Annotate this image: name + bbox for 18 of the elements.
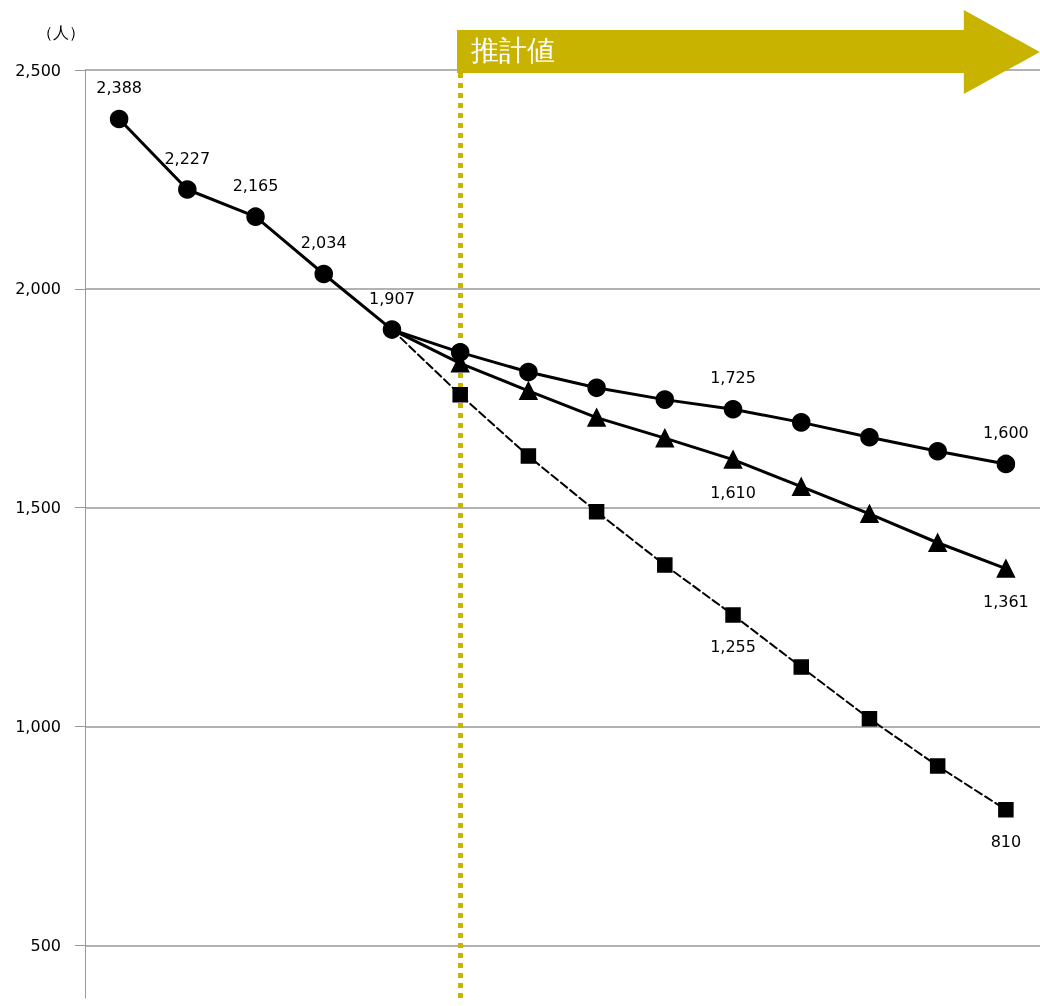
data-label: 2,388 (96, 78, 143, 98)
y-tick-label: 2,500 (15, 60, 61, 80)
arrow-icon: 推計値 (457, 10, 1040, 94)
y-tick-label: 2,000 (15, 279, 61, 299)
data-label: 1,725 (710, 368, 756, 388)
data-label: 1,610 (710, 483, 756, 503)
data-label: 1,361 (982, 592, 1029, 612)
y-tick-label: 500 (30, 935, 61, 955)
data-label: 1,907 (369, 288, 415, 308)
data-label: 2,165 (232, 175, 279, 195)
data-label: 1,600 (982, 423, 1029, 443)
data-label: 810 (990, 832, 1022, 852)
y-axis-title: （人） (37, 22, 85, 42)
data-label: 2,227 (164, 148, 211, 168)
data-label: 1,255 (710, 637, 756, 657)
y-tick-label: 1,500 (15, 498, 61, 518)
data-label: 2,034 (300, 233, 347, 253)
y-tick-label: 1,000 (15, 717, 61, 737)
